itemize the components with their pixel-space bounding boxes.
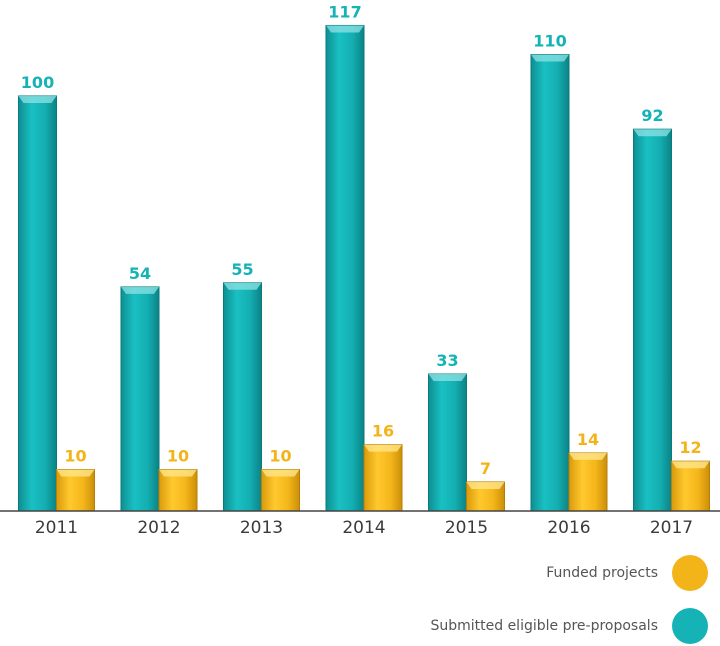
bar-cap-submitted-2015 xyxy=(428,374,467,382)
x-tick-label-2013: 2013 xyxy=(240,518,283,538)
data-label-funded-2012: 10 xyxy=(167,447,189,466)
bar-cap-funded-2012 xyxy=(159,469,197,477)
bar-submitted-2017 xyxy=(633,128,672,512)
bars-group: 100 10 54 10 55 10 117 16 33 7 110 14 92 12 xyxy=(18,2,710,512)
bar-submitted-2016 xyxy=(530,54,570,512)
bar-cap-funded-2014 xyxy=(364,444,402,452)
data-label-submitted-2013: 55 xyxy=(231,260,253,279)
bar-cap-submitted-2013 xyxy=(223,282,262,290)
legend-swatch-submitted xyxy=(672,608,708,644)
bar-cap-submitted-2011 xyxy=(18,96,57,103)
x-tick-label-2016: 2016 xyxy=(547,518,590,538)
x-tick-label-2012: 2012 xyxy=(137,518,180,538)
bar-submitted-2014 xyxy=(325,24,365,512)
bar-cap-submitted-2017 xyxy=(633,129,672,137)
data-label-funded-2014: 16 xyxy=(372,422,394,441)
data-label-funded-2013: 10 xyxy=(269,447,291,466)
bar-submitted-2013 xyxy=(223,282,262,512)
bar-cap-submitted-2012 xyxy=(121,286,159,294)
legend-swatch-funded xyxy=(672,555,708,591)
bar-cap-funded-2017 xyxy=(671,461,710,469)
bar-cap-funded-2013 xyxy=(261,469,300,477)
legend-item-funded: Funded projects xyxy=(546,555,708,591)
bar-submitted-2015 xyxy=(428,373,467,512)
data-label-funded-2015: 7 xyxy=(480,459,491,478)
bar-cap-submitted-2014 xyxy=(326,25,364,33)
bar-submitted-2011 xyxy=(18,95,57,512)
bar-funded-2017 xyxy=(671,460,710,512)
bar-cap-funded-2015 xyxy=(466,481,505,489)
bar-funded-2014 xyxy=(363,444,403,512)
bar-cap-funded-2016 xyxy=(569,452,607,460)
data-label-funded-2017: 12 xyxy=(679,438,701,457)
data-label-submitted-2011: 100 xyxy=(21,73,54,92)
x-tick-label-2015: 2015 xyxy=(445,518,488,538)
data-label-submitted-2016: 110 xyxy=(533,32,566,51)
x-tick-label-2011: 2011 xyxy=(35,518,78,538)
data-label-funded-2011: 10 xyxy=(64,447,86,466)
x-tick-label-2014: 2014 xyxy=(342,518,385,538)
data-label-funded-2016: 14 xyxy=(577,430,599,449)
data-label-submitted-2012: 54 xyxy=(129,264,151,283)
legend-label-funded: Funded projects xyxy=(546,565,658,581)
data-label-submitted-2014: 117 xyxy=(328,2,361,21)
bar-cap-funded-2011 xyxy=(56,469,95,477)
legend-label-submitted: Submitted eligible pre-proposals xyxy=(430,618,658,634)
data-label-submitted-2015: 33 xyxy=(436,351,458,370)
x-tick-labels: 2011 2012 2013 2014 2015 2016 2017 xyxy=(35,518,693,538)
legend-item-submitted: Submitted eligible pre-proposals xyxy=(430,608,708,644)
x-tick-label-2017: 2017 xyxy=(650,518,693,538)
bar-cap-submitted-2016 xyxy=(531,54,569,62)
data-label-submitted-2017: 92 xyxy=(641,106,663,125)
bar-submitted-2012 xyxy=(120,286,160,512)
bar-funded-2016 xyxy=(568,452,608,512)
